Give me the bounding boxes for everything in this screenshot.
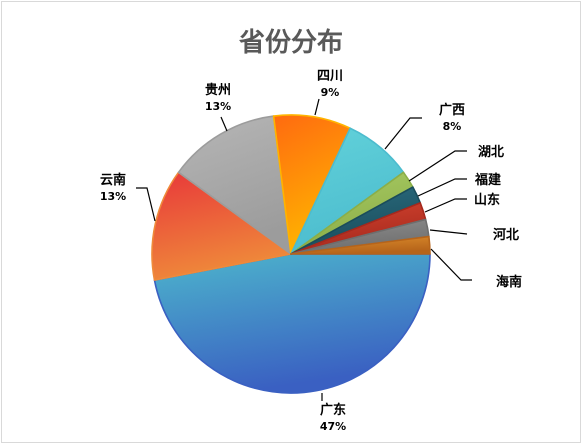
slice-name-label-5: 广西	[439, 102, 465, 118]
slice-name-label-2: 云南	[100, 172, 126, 188]
slice-percent-label-1: 47%	[320, 420, 346, 433]
slice-name-label-1: 广东	[320, 402, 346, 418]
slice-percent-label-5: 8%	[443, 120, 462, 133]
slice-name-label-7: 福建	[474, 172, 501, 188]
slice-percent-label-4: 9%	[321, 86, 340, 99]
slice-percent-label-3: 13%	[205, 100, 231, 113]
slice-name-label-3: 贵州	[205, 82, 231, 98]
slice-name-label-10: 海南	[496, 274, 522, 290]
slice-name-label-9: 河北	[493, 227, 519, 243]
slice-name-label-4: 四川	[317, 69, 343, 84]
slice-name-label-8: 山东	[474, 192, 500, 208]
slice-percent-label-2: 13%	[100, 190, 126, 203]
pie-slices	[152, 115, 430, 393]
slice-name-label-6: 湖北	[478, 145, 504, 160]
chart-title: 省份分布	[238, 28, 343, 58]
